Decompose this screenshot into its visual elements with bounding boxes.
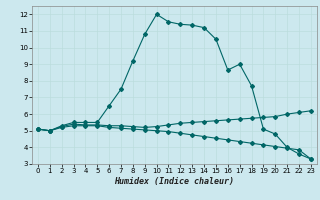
X-axis label: Humidex (Indice chaleur): Humidex (Indice chaleur) — [115, 177, 234, 186]
